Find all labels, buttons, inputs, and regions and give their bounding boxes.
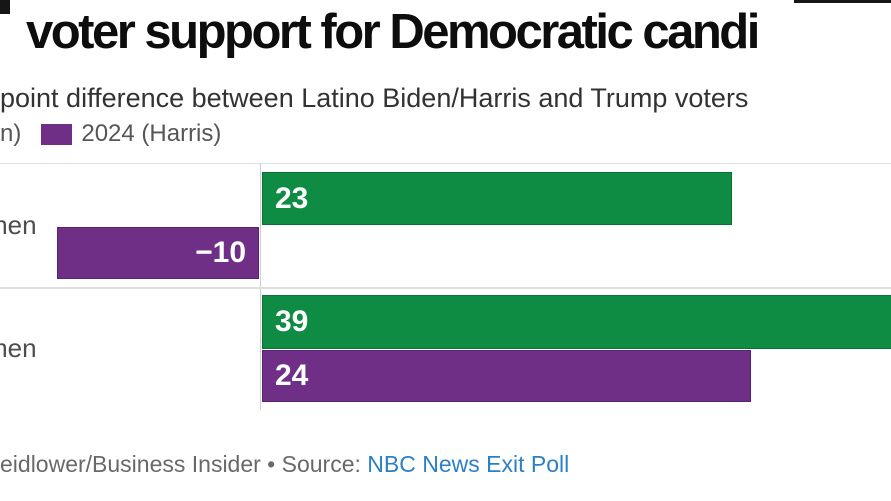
category-label-row2: men: [0, 333, 37, 363]
bar-value-label: 39: [275, 305, 309, 338]
footer-credit-text: eidlower/Business Insider • Source:: [0, 451, 368, 477]
page-subtitle: point difference between Latino Biden/Ha…: [0, 83, 749, 113]
chart-top-gridline: [0, 163, 891, 164]
chart-area: men men 23 −10 39 24: [0, 163, 891, 410]
legend: n) 2024 (Harris): [0, 120, 222, 147]
source-link[interactable]: NBC News Exit Poll: [367, 451, 570, 477]
cropped-text-artifact-top-left: [0, 0, 10, 14]
page-title: voter support for Democratic candi: [26, 5, 760, 59]
bar-purple-row1-negative: −10: [57, 227, 259, 279]
category-label-row1: men: [0, 210, 37, 240]
footer-credit: eidlower/Business Insider • Source: NBC …: [0, 451, 569, 478]
bar-value-label: −10: [195, 236, 246, 269]
zero-axis-line: [260, 163, 261, 410]
cropped-text-artifact-top-right: [794, 0, 891, 3]
bar-purple-row2: 24: [262, 350, 751, 402]
legend-item-2024-label: 2024 (Harris): [81, 120, 222, 147]
legend-item-2020-clipped-label: n): [0, 120, 22, 147]
bar-green-row1: 23: [262, 172, 732, 225]
row-separator-line: [0, 287, 891, 289]
legend-swatch-2024-icon: [41, 123, 73, 145]
bar-value-label: 24: [275, 359, 309, 392]
bar-value-label: 23: [275, 181, 309, 215]
bar-green-row2: 39: [262, 295, 891, 349]
